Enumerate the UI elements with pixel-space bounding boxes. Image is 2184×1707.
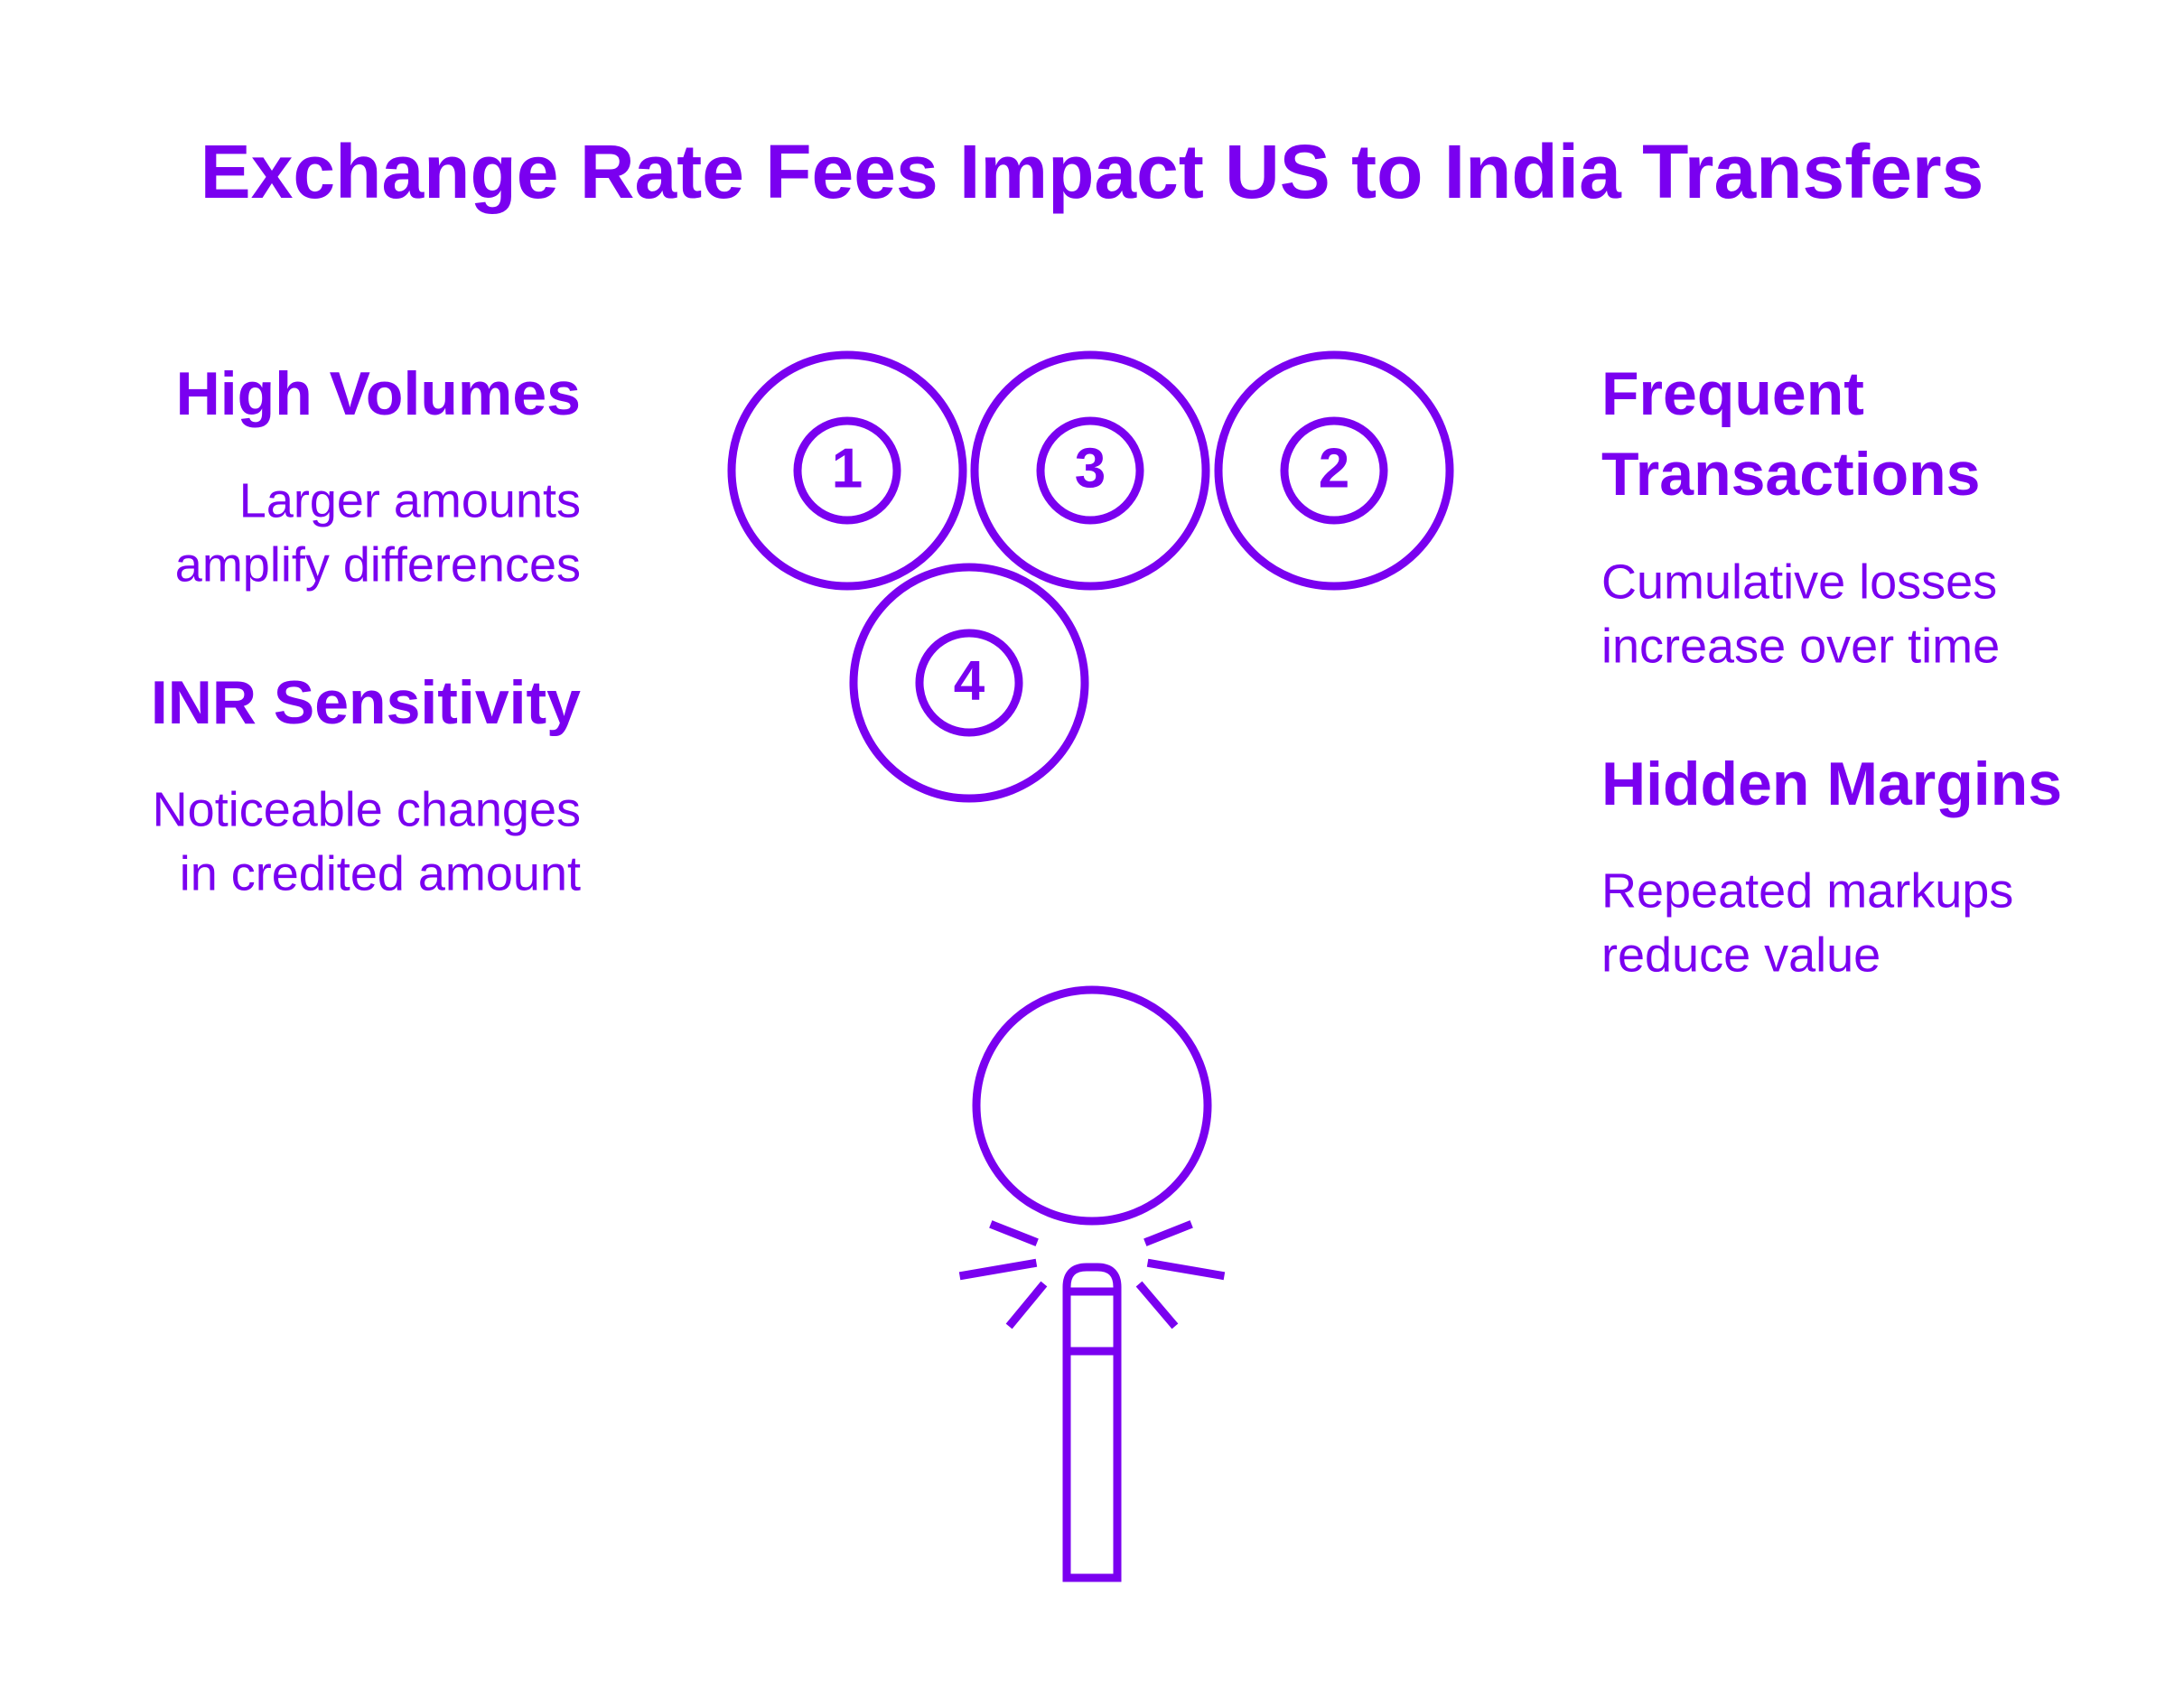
description: amplify differences <box>175 537 581 592</box>
ball: 4 <box>849 563 1089 803</box>
ball-number: 3 <box>1075 437 1106 499</box>
description: Larger amounts <box>239 473 581 527</box>
description: Cumulative losses <box>1601 555 1997 609</box>
ball: 1 <box>727 350 967 591</box>
heading: Frequent <box>1601 359 1864 428</box>
ball-inner <box>1036 416 1144 525</box>
ray <box>1143 1220 1193 1246</box>
impact-rays <box>958 1220 1226 1329</box>
ray <box>1005 1281 1048 1329</box>
description: increase over time <box>1601 619 2000 673</box>
ball: 2 <box>1214 350 1454 591</box>
ball-outer <box>849 563 1089 803</box>
ray <box>1146 1258 1226 1281</box>
cue-ball <box>972 985 1212 1226</box>
ball-outer <box>970 350 1210 591</box>
ball-inner <box>915 629 1023 737</box>
ball-number: 2 <box>1319 437 1349 499</box>
heading: High Volumes <box>176 359 581 428</box>
ray <box>989 1220 1039 1246</box>
heading: INR Sensitivity <box>151 668 581 737</box>
heading: Transactions <box>1601 440 1981 508</box>
title: Exchange Rate Fees Impact US to India Tr… <box>201 129 1984 214</box>
ball-outer <box>727 350 967 591</box>
ball-number: 1 <box>832 437 863 499</box>
ray <box>1135 1281 1179 1329</box>
ball: 3 <box>970 350 1210 591</box>
ball-outer <box>1214 350 1454 591</box>
cue-stick <box>1062 1263 1122 1582</box>
ball-number: 4 <box>954 649 985 712</box>
ball-inner <box>1280 416 1388 525</box>
description: reduce value <box>1601 928 1881 982</box>
description: Repeated markups <box>1601 863 2013 918</box>
description: Noticeable changes <box>153 782 581 836</box>
heading: Hidden Margins <box>1601 750 2062 818</box>
ball-inner <box>793 416 901 525</box>
ray <box>958 1258 1038 1281</box>
description: in credited amount <box>180 846 581 900</box>
